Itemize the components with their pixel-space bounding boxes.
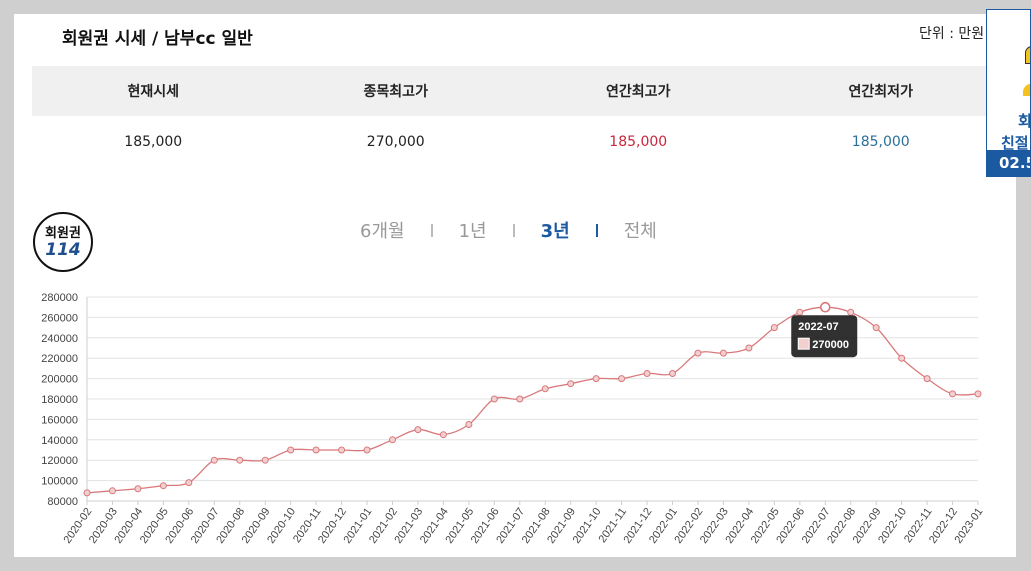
summary-header-row: 현재시세 종목최고가 연간최고가 연간최저가 — [32, 66, 1002, 116]
data-point — [949, 390, 957, 398]
data-point — [83, 489, 91, 497]
price-summary-table: 현재시세 종목최고가 연간최고가 연간최저가 185,000 270,000 1… — [32, 66, 1002, 168]
badge-base-icon — [1023, 84, 1030, 96]
y-tick-label: 280000 — [41, 292, 78, 304]
value-annual-high: 185,000 — [609, 134, 668, 150]
data-point — [898, 354, 906, 362]
data-point — [516, 395, 524, 403]
side-banner[interactable]: 회 친절 02.5 — [986, 9, 1031, 177]
data-point — [923, 375, 931, 383]
y-tick-label: 140000 — [41, 435, 78, 447]
tooltip-value: 270000 — [812, 339, 849, 351]
side-banner-phone: 02.5 — [999, 154, 1030, 172]
y-tick-label: 160000 — [41, 414, 78, 426]
y-tick-label: 180000 — [41, 394, 78, 406]
data-point — [108, 487, 116, 495]
header-all-time-high: 종목최고가 — [363, 84, 428, 100]
data-point — [592, 375, 600, 383]
data-point — [134, 485, 142, 493]
y-tick-label: 120000 — [41, 455, 78, 467]
side-banner-text2: 친절 — [1001, 134, 1029, 152]
tab-1-year[interactable]: 1년 — [458, 221, 487, 242]
data-point — [338, 446, 346, 454]
y-tick-label: 200000 — [41, 374, 78, 386]
tab-separator — [430, 223, 433, 237]
tab-separator — [512, 223, 515, 237]
header-annual-high: 연간최고가 — [606, 84, 671, 100]
data-point — [414, 426, 422, 434]
data-point — [261, 456, 269, 464]
y-tick-label: 220000 — [41, 353, 78, 365]
data-point — [159, 482, 167, 490]
period-tabs: 6개월 1년 3년 전체 — [334, 216, 683, 244]
value-current-price: 185,000 — [124, 134, 183, 150]
summary-value-row: 185,000 270,000 185,000 185,000 — [32, 116, 1002, 168]
badge-icon — [1025, 46, 1030, 64]
data-point — [719, 349, 727, 357]
data-point — [770, 324, 778, 332]
data-point — [312, 446, 320, 454]
side-banner-text1: 회 — [1018, 112, 1031, 130]
data-point — [669, 370, 677, 377]
brand-logo: 회원권 114 — [33, 212, 93, 272]
data-point — [236, 456, 244, 464]
tooltip-swatch — [797, 337, 810, 350]
tab-6-months[interactable]: 6개월 — [360, 221, 405, 242]
data-point — [287, 446, 295, 454]
value-annual-low: 185,000 — [851, 134, 910, 150]
logo-line1: 회원권 — [45, 226, 81, 241]
logo-line2: 114 — [45, 240, 81, 260]
y-tick-label: 100000 — [41, 476, 78, 488]
data-point — [694, 349, 702, 357]
data-point — [567, 380, 575, 388]
page-title: 회원권 시세 / 남부cc 일반 — [62, 29, 253, 49]
data-point — [872, 324, 880, 332]
data-point — [974, 390, 982, 398]
data-point — [643, 370, 651, 377]
data-point — [465, 421, 473, 428]
unit-label: 단위 : 만원 — [919, 26, 985, 42]
data-point — [490, 395, 498, 403]
price-line-chart: 80000 100000 120000 140000 160000 180000 20000… — [41, 292, 985, 546]
value-all-time-high: 270,000 — [366, 134, 425, 150]
data-point — [796, 308, 804, 316]
data-point — [618, 375, 626, 383]
tab-separator — [595, 223, 598, 237]
data-point — [210, 456, 218, 464]
data-point — [745, 344, 753, 352]
data-point — [541, 385, 549, 393]
y-tick-label: 240000 — [41, 333, 78, 345]
price-panel: 회원권 시세 / 남부cc 일반 단위 : 만원 현재시세 종목최고가 연간최고… — [14, 14, 1016, 557]
data-point — [439, 431, 447, 439]
data-point — [388, 436, 396, 444]
side-banner-footer: 02.5 — [987, 150, 1030, 176]
y-tick-label: 80000 — [47, 496, 78, 508]
tooltip-label: 2022-07 — [798, 321, 838, 333]
data-point — [847, 308, 855, 316]
data-point — [363, 446, 371, 454]
data-point — [185, 479, 193, 487]
header-annual-low: 연간최저가 — [848, 84, 913, 100]
y-tick-label: 260000 — [41, 312, 78, 324]
tab-all[interactable]: 전체 — [623, 221, 657, 242]
header-current-price: 현재시세 — [127, 84, 180, 100]
tab-3-years[interactable]: 3년 — [540, 221, 570, 242]
data-point — [819, 301, 831, 313]
